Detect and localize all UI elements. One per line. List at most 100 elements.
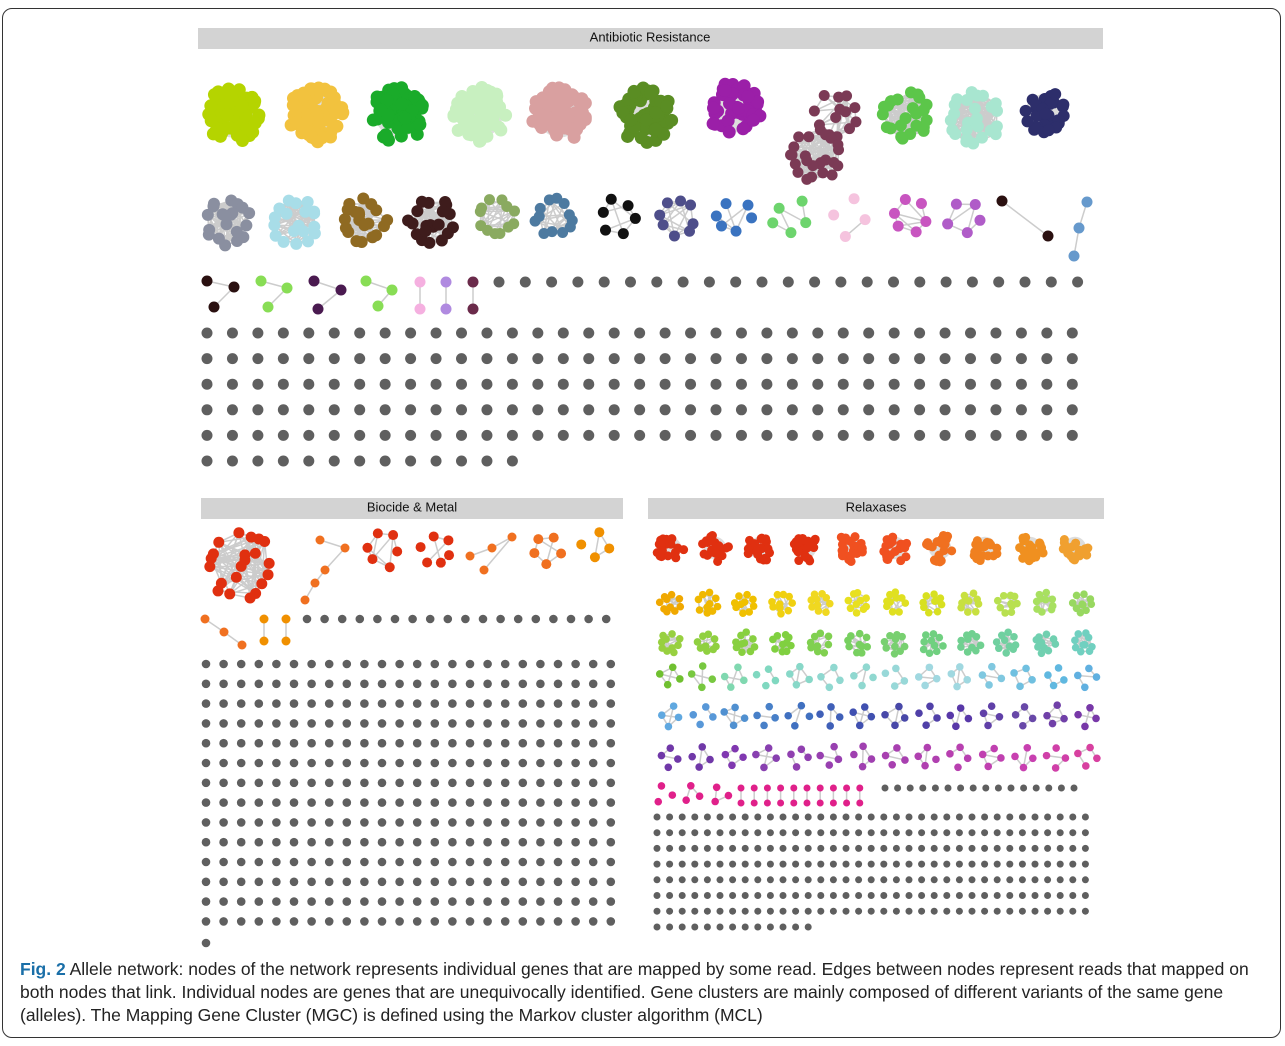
gene-node [465, 719, 475, 728]
gene-node [651, 276, 663, 288]
gene-node [1074, 630, 1083, 638]
gene-node [720, 708, 728, 716]
gene-node [553, 719, 563, 728]
gene-node [816, 629, 825, 638]
gene-node [754, 860, 762, 868]
gene-node [219, 877, 228, 887]
gene-node [955, 907, 963, 915]
gene-node [289, 897, 299, 906]
gene-node [301, 112, 315, 126]
gene-node [729, 892, 737, 899]
gene-node [666, 876, 674, 884]
gene-node [729, 907, 737, 915]
gene-node [500, 738, 510, 748]
gene-node [532, 353, 544, 365]
gene-node [1066, 353, 1078, 365]
gene-node [741, 892, 749, 899]
gene-node [804, 907, 812, 915]
gene-node [1020, 784, 1028, 792]
gene-node [502, 221, 514, 233]
gene-node [606, 917, 616, 926]
gene-node [914, 404, 926, 416]
gene-node [968, 844, 976, 852]
gene-node [263, 557, 275, 569]
gene-node [863, 378, 875, 390]
gene-node [536, 778, 545, 788]
gene-node [753, 711, 761, 720]
gene-node [685, 429, 697, 441]
gene-node [606, 897, 616, 906]
gene-node [557, 404, 569, 416]
gene-node [303, 378, 315, 390]
read-edge [673, 204, 692, 237]
gene-node [996, 195, 1008, 207]
gene-node [272, 897, 281, 906]
gene-node [735, 353, 747, 365]
gene-node [922, 592, 931, 600]
gene-node [707, 101, 721, 115]
gene-node [456, 429, 467, 441]
read-edge [721, 204, 749, 227]
gene-node [766, 844, 774, 852]
gene-node [968, 813, 976, 821]
gene-node [557, 378, 569, 390]
gene-node [254, 738, 264, 748]
gene-node [465, 679, 475, 689]
gene-node [804, 844, 812, 852]
gene-node [666, 813, 674, 821]
gene-node [735, 592, 743, 600]
gene-node [588, 857, 598, 867]
gene-node [395, 798, 404, 807]
gene-node [1066, 429, 1078, 441]
gene-node [691, 923, 699, 931]
gene-node [703, 276, 715, 288]
gene-node [405, 353, 417, 365]
gene-node [785, 227, 797, 239]
gene-node [448, 857, 457, 867]
gene-node [440, 303, 452, 315]
gene-node [553, 798, 563, 807]
gene-node [1048, 719, 1057, 728]
gene-node [779, 907, 787, 915]
gene-node [571, 798, 580, 807]
gene-node [691, 907, 699, 915]
gene-node [850, 750, 858, 759]
gene-node [676, 602, 685, 611]
gene-node [729, 923, 737, 931]
gene-node [412, 679, 422, 689]
gene-node [668, 230, 680, 242]
gene-node [518, 758, 528, 768]
gene-node [763, 799, 771, 807]
gene-node [430, 837, 440, 847]
gene-node [981, 860, 989, 868]
gene-node [272, 857, 281, 867]
gene-node [563, 209, 575, 221]
gene-node [201, 208, 214, 221]
gene-node [236, 897, 246, 906]
gene-node [201, 837, 211, 847]
gene-node [483, 719, 492, 728]
gene-node [829, 813, 837, 821]
gene-node [888, 760, 897, 769]
gene-node [324, 897, 334, 906]
gene-node [1041, 378, 1053, 390]
gene-node [1045, 276, 1057, 288]
gene-node [588, 897, 598, 906]
gene-node [447, 109, 461, 123]
gene-node [782, 276, 794, 288]
gene-node [252, 455, 264, 467]
gene-node [766, 907, 774, 915]
gene-node [536, 897, 545, 906]
gene-node [701, 703, 710, 711]
gene-node [1021, 115, 1034, 128]
gene-node [966, 276, 978, 288]
gene-node [837, 429, 849, 441]
gene-node [915, 709, 923, 717]
gene-node [553, 917, 563, 926]
gene-node [272, 699, 281, 708]
gene-node [905, 876, 913, 884]
gene-node [779, 923, 787, 931]
read-edge [483, 536, 513, 571]
gene-node [337, 614, 347, 624]
gene-node [649, 122, 663, 136]
